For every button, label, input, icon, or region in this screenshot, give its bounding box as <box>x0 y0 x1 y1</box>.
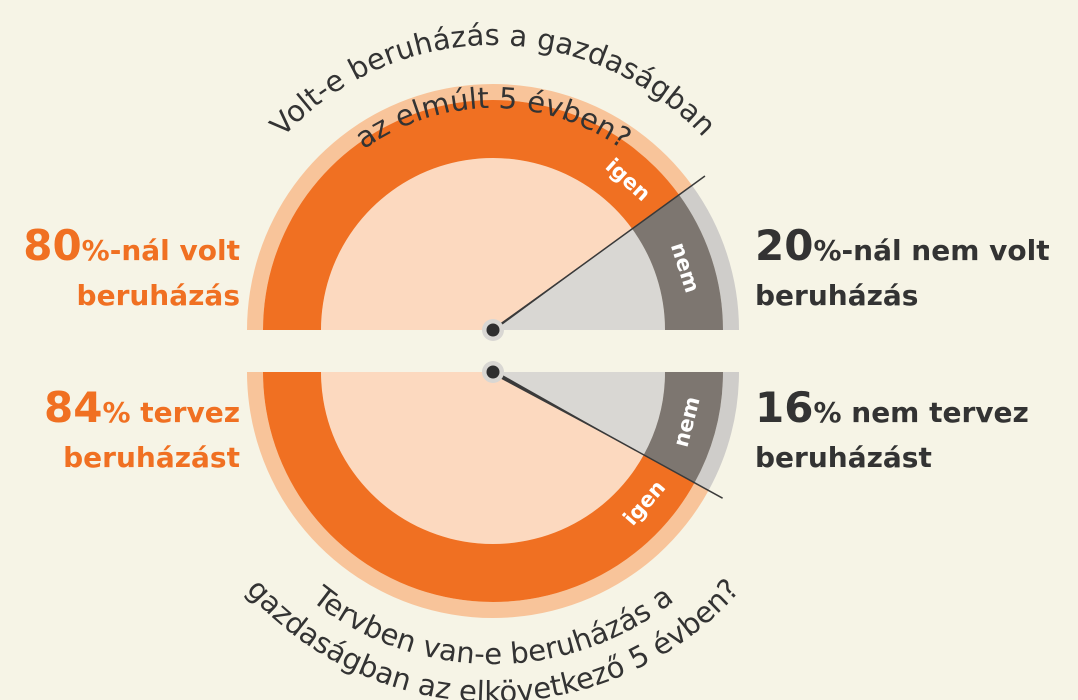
rim-segment <box>694 372 739 491</box>
side-value: 16 <box>755 383 813 432</box>
rim-segment <box>679 185 739 330</box>
needle <box>491 368 656 462</box>
donut-segment <box>643 372 723 483</box>
side-label-line2: beruházás <box>755 279 918 312</box>
side-label: 84% tervez <box>44 383 240 432</box>
side-label-line2: beruházást <box>755 441 932 474</box>
inner-segment <box>493 228 665 330</box>
side-suffix: %-nál volt <box>82 234 240 267</box>
needle-hub <box>486 365 500 379</box>
side-suffix: % tervez <box>102 396 240 429</box>
side-label-line2: beruházás <box>77 279 240 312</box>
side-value: 84 <box>44 383 102 432</box>
side-label: 80%-nál volt <box>23 221 240 270</box>
donut-segment <box>632 194 723 330</box>
side-suffix: % nem tervez <box>813 396 1028 429</box>
side-value: 80 <box>23 221 81 270</box>
side-label: 20%-nál nem volt <box>755 221 1050 270</box>
side-label-line2: beruházást <box>63 441 240 474</box>
inner-segment <box>493 372 665 455</box>
inner-segment <box>321 158 633 330</box>
donut-segment <box>263 372 695 602</box>
side-suffix: %-nál nem volt <box>813 234 1049 267</box>
needle-hub <box>486 323 500 337</box>
donut-segment <box>263 100 680 331</box>
side-label: 16% nem tervez <box>755 383 1029 432</box>
inner-segment <box>321 372 644 544</box>
side-value: 20 <box>755 221 813 270</box>
needle <box>490 221 643 334</box>
